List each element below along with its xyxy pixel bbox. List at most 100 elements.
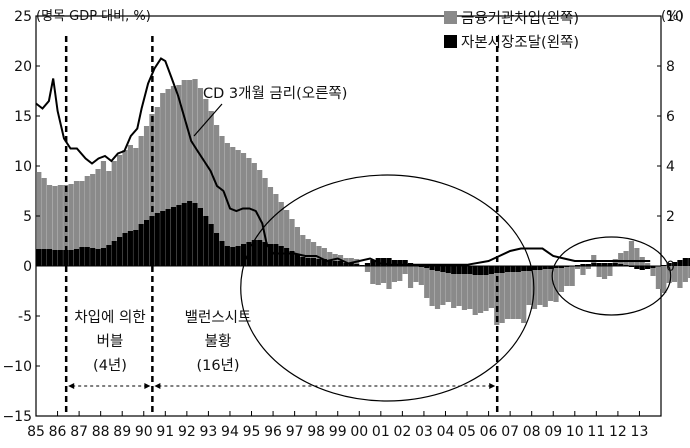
bar-capital xyxy=(596,263,602,266)
bar-financial xyxy=(133,148,139,230)
bar-financial xyxy=(219,136,225,241)
bar-capital xyxy=(607,263,613,266)
bar-financial xyxy=(623,251,629,265)
left-tick-label: -5 xyxy=(18,309,32,325)
bar-capital xyxy=(553,266,559,268)
bar-capital xyxy=(478,266,484,275)
x-tick-label: 04 xyxy=(437,424,455,440)
bar-financial xyxy=(332,254,338,261)
bar-capital xyxy=(386,258,392,266)
bubble-annotation: 차입에 의한 버블 (4년) xyxy=(74,309,145,374)
bar-financial xyxy=(278,202,284,246)
bar-capital xyxy=(305,258,311,266)
bar-capital xyxy=(445,266,451,273)
bar-financial xyxy=(90,174,96,248)
right-tick-label: 10 xyxy=(666,9,684,25)
bar-financial xyxy=(170,86,177,207)
bar-financial xyxy=(160,93,166,211)
bar-financial xyxy=(391,266,397,282)
bar-capital xyxy=(645,266,651,269)
ellipse-balance-sheet xyxy=(240,174,535,402)
bubble-label-1: 차입에 의한 xyxy=(74,309,145,326)
left-tick-label: 25 xyxy=(14,9,32,25)
bar-capital xyxy=(332,261,338,266)
bar-capital xyxy=(273,244,279,266)
bar-capital xyxy=(467,266,473,274)
bar-series-group xyxy=(36,79,690,325)
bar-capital xyxy=(537,266,543,270)
bar-financial xyxy=(429,270,435,306)
bar-capital xyxy=(591,263,597,266)
x-tick-label: 99 xyxy=(329,424,347,440)
bar-capital xyxy=(133,230,139,266)
bar-capital xyxy=(451,266,457,274)
bar-capital xyxy=(650,266,656,268)
x-tick-label: 03 xyxy=(415,424,433,440)
left-tick-label: −15 xyxy=(2,409,32,425)
x-tick-label: 05 xyxy=(458,424,476,440)
right-tick-label: 8 xyxy=(666,59,675,75)
bar-capital xyxy=(170,207,177,266)
bar-capital xyxy=(316,259,322,266)
bar-financial xyxy=(661,266,667,293)
bar-capital xyxy=(526,266,532,271)
bar-financial xyxy=(553,268,559,302)
bar-capital xyxy=(257,240,263,266)
rate-annotation: CD 3개월 금리(오른쪽) xyxy=(193,85,347,137)
bar-capital xyxy=(143,220,150,266)
bar-financial xyxy=(537,270,543,305)
bar-capital xyxy=(160,211,166,266)
bar-capital xyxy=(197,208,204,266)
balance-period-arrow-head-right xyxy=(489,383,496,389)
bar-financial xyxy=(682,266,688,282)
bar-financial xyxy=(273,194,279,244)
rate-label-pointer xyxy=(193,103,223,137)
bar-capital xyxy=(402,260,408,266)
bar-capital xyxy=(682,258,688,266)
bar-financial xyxy=(370,266,376,284)
x-tick-label: 85 xyxy=(27,424,45,440)
bar-financial xyxy=(84,176,90,247)
bar-financial xyxy=(564,267,570,286)
legend-swatch-capital xyxy=(444,35,457,48)
bar-financial xyxy=(386,266,392,289)
bar-financial xyxy=(41,178,47,249)
balance-label-2: 불황 xyxy=(205,333,232,350)
bar-capital xyxy=(472,266,478,275)
x-tick-label: 00 xyxy=(350,424,368,440)
legend-label-financial: 금융기관차입(왼쪽) xyxy=(461,10,579,27)
right-tick-label: 4 xyxy=(666,159,675,175)
left-tick-label: 0 xyxy=(23,259,32,275)
bar-financial xyxy=(488,274,494,308)
bar-financial xyxy=(596,266,602,277)
bar-financial xyxy=(117,155,123,237)
bar-capital xyxy=(521,266,527,271)
bar-capital xyxy=(192,203,198,266)
x-tick-label: 09 xyxy=(544,424,562,440)
bar-capital xyxy=(84,247,90,266)
bar-financial xyxy=(580,266,586,275)
x-tick-label: 08 xyxy=(523,424,541,440)
bar-capital xyxy=(95,249,101,266)
bubble-period-arrow-head-right xyxy=(144,383,151,389)
bar-capital xyxy=(548,266,554,269)
bar-financial xyxy=(149,114,155,216)
bar-financial xyxy=(235,150,241,246)
bar-capital xyxy=(262,242,268,266)
bar-capital xyxy=(117,237,123,266)
bar-capital xyxy=(661,265,667,266)
bar-capital xyxy=(424,266,430,268)
rate-line-group xyxy=(35,57,651,266)
bar-financial xyxy=(224,143,230,246)
bar-financial xyxy=(143,126,150,220)
bar-capital xyxy=(214,233,220,266)
bar-capital xyxy=(73,249,80,266)
x-tick-label: 10 xyxy=(566,424,584,440)
legend: 금융기관차입(왼쪽) 자본시장조달(왼쪽) xyxy=(444,10,579,51)
bar-capital xyxy=(187,201,193,266)
bar-capital xyxy=(127,231,133,266)
bar-financial xyxy=(601,266,608,279)
bar-financial xyxy=(316,246,322,259)
bar-financial xyxy=(461,274,468,310)
